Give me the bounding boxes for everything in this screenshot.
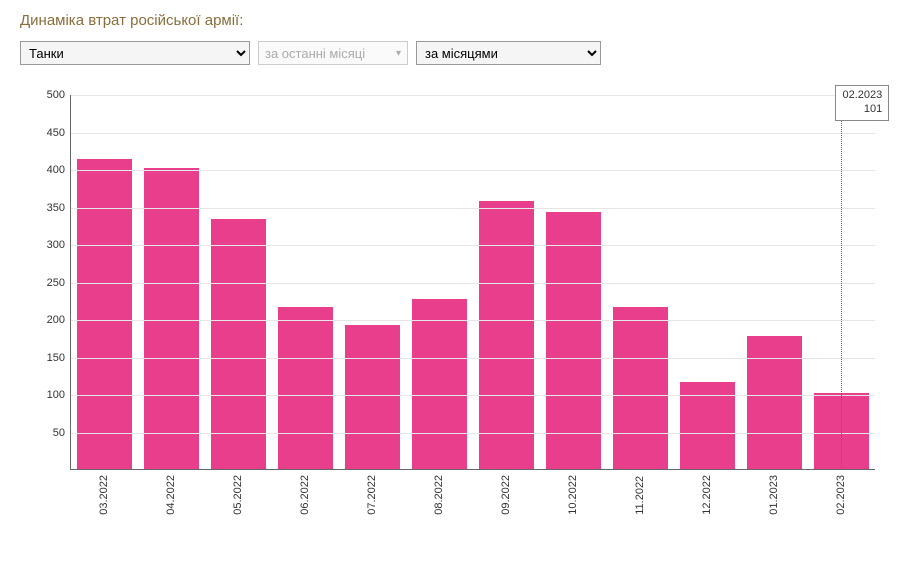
y-tick-label: 200 [47,314,71,326]
page-title: Динаміка втрат російської армії: [20,12,877,29]
x-label-slot: 03.2022 [70,475,137,521]
bar[interactable] [144,168,199,470]
x-tick-label: 10.2022 [567,475,579,521]
gridline [71,95,875,96]
x-label-slot: 07.2022 [338,475,405,521]
gridline [71,433,875,434]
gridline [71,170,875,171]
bar[interactable] [345,325,400,469]
x-label-slot: 02.2023 [808,475,875,521]
gridline [71,208,875,209]
grouping-select[interactable]: за місяцями [416,41,601,65]
gridline [71,320,875,321]
gridline [71,395,875,396]
chart-container: 50100150200250300350400450500 03.202204.… [30,85,885,565]
plot-area: 50100150200250300350400450500 [70,95,875,470]
y-tick-label: 250 [47,277,71,289]
category-select[interactable]: Танки [20,41,250,65]
bar[interactable] [77,159,132,470]
x-tick-label: 09.2022 [500,475,512,521]
gridline [71,283,875,284]
period-select-disabled: за останні місяці ▾ [258,41,408,65]
gridline [71,133,875,134]
period-label: за останні місяці [265,46,365,61]
x-label-slot: 05.2022 [204,475,271,521]
x-tick-label: 08.2022 [433,475,445,521]
x-label-slot: 06.2022 [271,475,338,521]
x-label-slot: 09.2022 [472,475,539,521]
x-label-slot: 04.2022 [137,475,204,521]
x-label-slot: 11.2022 [607,475,674,521]
x-label-slot: 08.2022 [405,475,472,521]
x-tick-label: 03.2022 [98,475,110,521]
y-tick-label: 50 [53,427,71,439]
y-tick-label: 100 [47,389,71,401]
chevron-down-icon: ▾ [396,48,401,59]
x-tick-label: 02.2023 [835,475,847,521]
y-tick-label: 350 [47,202,71,214]
tooltip-label: 02.2023 [842,89,882,103]
bar[interactable] [546,212,601,469]
x-tick-label: 01.2023 [768,475,780,521]
x-tick-label: 12.2022 [701,475,713,521]
y-tick-label: 400 [47,164,71,176]
gridline [71,358,875,359]
x-label-slot: 10.2022 [540,475,607,521]
bar[interactable] [278,307,333,469]
x-tick-label: 06.2022 [299,475,311,521]
tooltip: 02.2023101 [835,85,889,121]
bar[interactable] [747,336,802,470]
y-tick-label: 500 [47,89,71,101]
gridline [71,245,875,246]
x-tick-label: 05.2022 [232,475,244,521]
x-label-slot: 12.2022 [674,475,741,521]
x-axis-labels: 03.2022 04.2022 05.2022 06.2022 07.2022 08.20… [70,475,875,521]
bar[interactable] [412,299,467,469]
y-tick-label: 300 [47,239,71,251]
x-tick-label: 04.2022 [165,475,177,521]
x-label-slot: 01.2023 [741,475,808,521]
bar[interactable] [613,307,668,469]
y-tick-label: 450 [47,127,71,139]
x-tick-label: 11.2022 [634,475,646,521]
x-tick-label: 07.2022 [366,475,378,521]
tooltip-value: 101 [842,103,882,117]
crosshair-line [841,95,842,470]
bar[interactable] [479,201,534,469]
bar[interactable] [211,219,266,470]
y-tick-label: 150 [47,352,71,364]
controls-row: Танки за останні місяці ▾ за місяцями [20,41,877,65]
